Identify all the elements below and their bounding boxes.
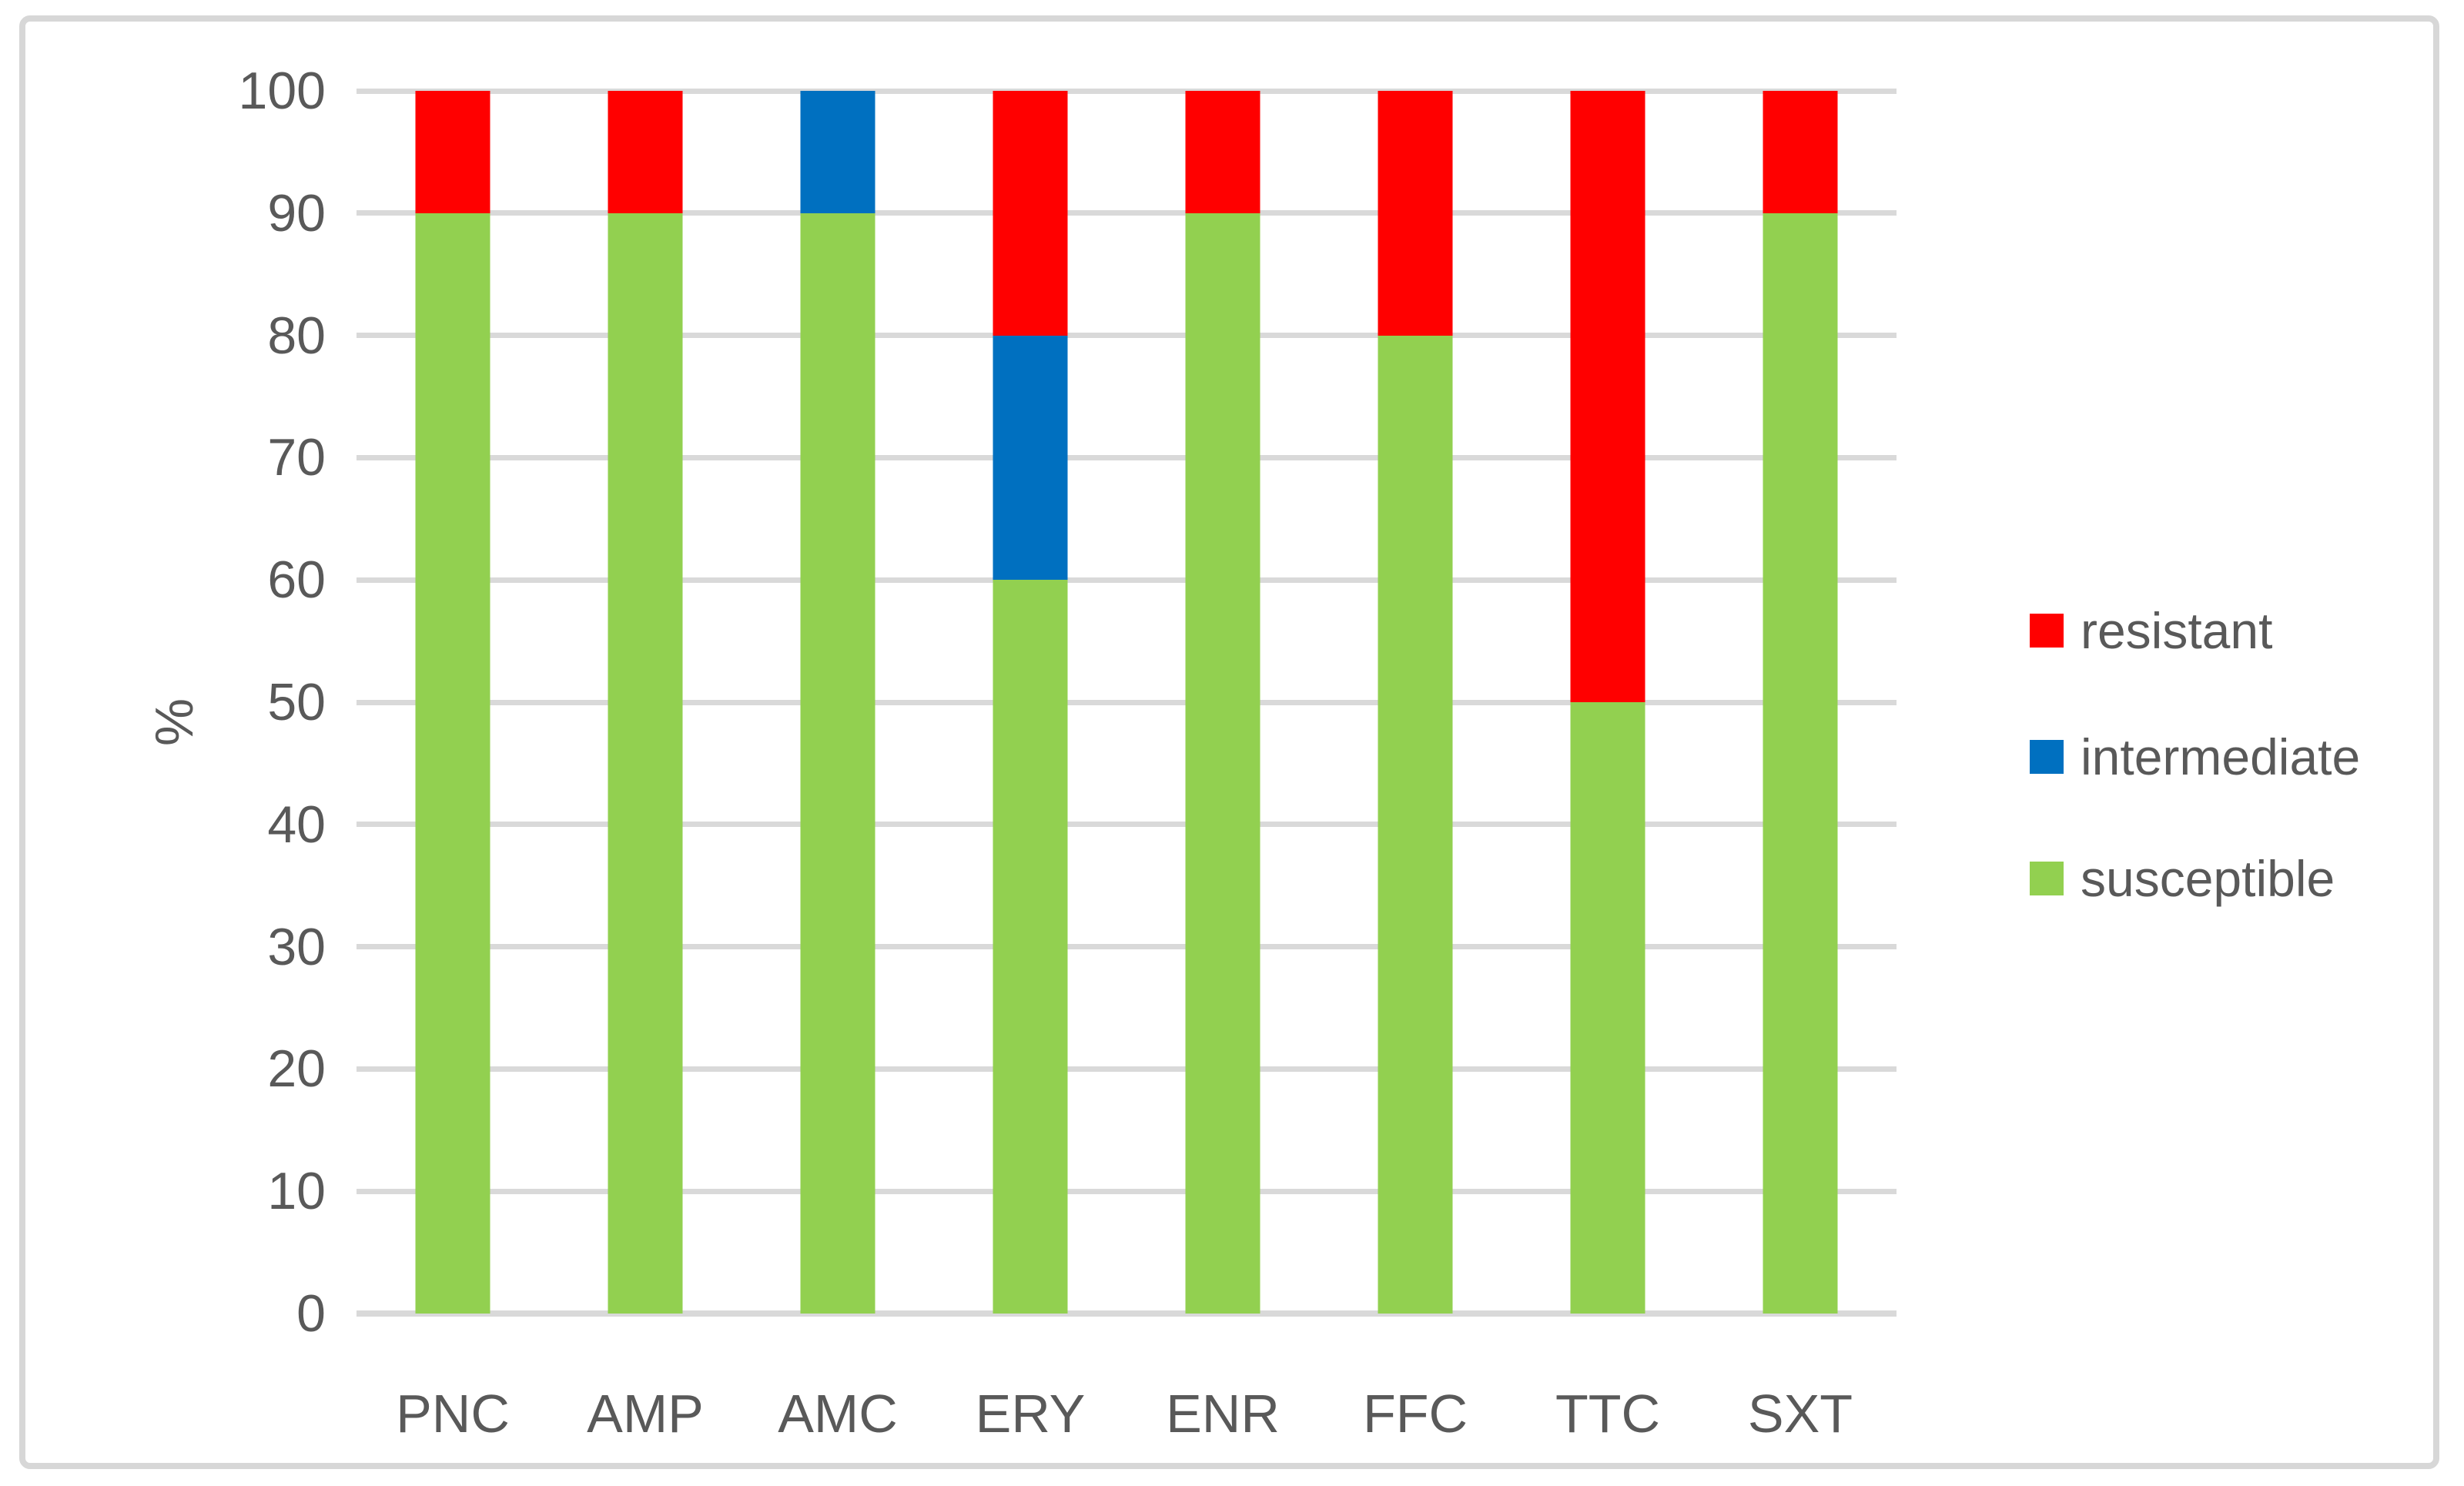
legend-item-intermediate: intermediate (2030, 725, 2360, 789)
bar-column-ffc (1319, 91, 1512, 1314)
x-axis-line (357, 1310, 1897, 1317)
bar-segment-susceptible-amp (608, 213, 683, 1314)
bar-segment-resistant-enr (1185, 91, 1260, 213)
legend-marker-intermediate-icon (2030, 740, 2064, 774)
bar-stack-amp (608, 91, 683, 1314)
gridline-50 (357, 699, 1897, 705)
gridline-100 (357, 88, 1897, 94)
gridline-30 (357, 944, 1897, 950)
legend-label-resistant: resistant (2081, 602, 2273, 659)
y-axis-tick-label-70: 70 (267, 428, 326, 487)
bar-segment-susceptible-ttc (1570, 702, 1645, 1314)
bar-segment-intermediate-amc (800, 91, 875, 213)
bar-segment-resistant-pnc (415, 91, 490, 213)
bar-stack-enr (1185, 91, 1260, 1314)
legend-label-intermediate: intermediate (2081, 728, 2361, 785)
bar-segment-susceptible-enr (1185, 213, 1260, 1314)
gridline-10 (357, 1188, 1897, 1194)
x-axis-tick-label-ttc: TTC (1555, 1384, 1661, 1444)
bar-segment-resistant-ery (993, 91, 1068, 336)
bar-segment-susceptible-pnc (415, 213, 490, 1314)
legend-item-resistant: resistant (2030, 598, 2272, 663)
bar-stack-amc (800, 91, 875, 1314)
chart-frame: 0 10 20 30 40 50 60 70 80 90 100 PNC AMP AMC ERY ENR FFC… (19, 15, 2439, 1469)
bar-segment-susceptible-sxt (1763, 213, 1838, 1314)
y-axis-tick-label-90: 90 (267, 183, 326, 243)
bar-segment-resistant-amp (608, 91, 683, 213)
bar-stack-ery (993, 91, 1068, 1314)
bar-stack-ttc (1570, 91, 1645, 1314)
gridline-70 (357, 454, 1897, 460)
gridline-40 (357, 822, 1897, 828)
x-axis-tick-label-sxt: SXT (1747, 1384, 1853, 1444)
bar-column-amp (549, 91, 742, 1314)
bar-segment-intermediate-ery (993, 335, 1068, 581)
x-axis-tick-label-amc: AMC (778, 1384, 898, 1444)
bar-segment-susceptible-ffc (1378, 335, 1453, 1314)
bar-segment-resistant-ffc (1378, 91, 1453, 336)
x-axis-tick-label-pnc: PNC (396, 1384, 510, 1444)
x-axis-tick-label-enr: ENR (1166, 1384, 1280, 1444)
legend-item-susceptible: susceptible (2030, 846, 2335, 911)
gridline-80 (357, 333, 1897, 339)
gridline-60 (357, 577, 1897, 583)
legend-label-susceptible: susceptible (2081, 850, 2335, 907)
bar-stack-sxt (1763, 91, 1838, 1314)
x-axis-tick-label-ery: ERY (975, 1384, 1086, 1444)
y-axis-tick-label-60: 60 (267, 551, 326, 610)
bar-segment-susceptible-amc (800, 213, 875, 1314)
y-axis-title: % (144, 698, 204, 747)
x-axis-tick-label-amp: AMP (587, 1384, 704, 1444)
bar-column-sxt (1704, 91, 1897, 1314)
x-axis-tick-label-ffc: FFC (1362, 1384, 1468, 1444)
legend-marker-resistant-icon (2030, 614, 2064, 648)
y-axis-tick-label-20: 20 (267, 1039, 326, 1099)
bar-column-enr (1127, 91, 1319, 1314)
y-axis-tick-label-30: 30 (267, 917, 326, 976)
y-axis-tick-label-0: 0 (296, 1284, 326, 1343)
y-axis-tick-label-50: 50 (267, 673, 326, 731)
bar-column-pnc (357, 91, 549, 1314)
gridline-90 (357, 210, 1897, 216)
bar-segment-resistant-sxt (1763, 91, 1838, 213)
y-axis-tick-label-10: 10 (267, 1162, 326, 1221)
y-axis-tick-label-100: 100 (238, 62, 326, 120)
y-axis-tick-label-40: 40 (267, 795, 326, 854)
bar-column-amc (742, 91, 934, 1314)
bar-stack-pnc (415, 91, 490, 1314)
bar-column-ttc (1512, 91, 1704, 1314)
gridline-20 (357, 1066, 1897, 1072)
bar-stack-ffc (1378, 91, 1453, 1314)
bar-segment-susceptible-ery (993, 580, 1068, 1314)
y-axis-tick-label-80: 80 (267, 306, 326, 365)
bar-column-ery (934, 91, 1127, 1314)
legend-marker-susceptible-icon (2030, 862, 2064, 895)
bar-segment-resistant-ttc (1570, 91, 1645, 702)
